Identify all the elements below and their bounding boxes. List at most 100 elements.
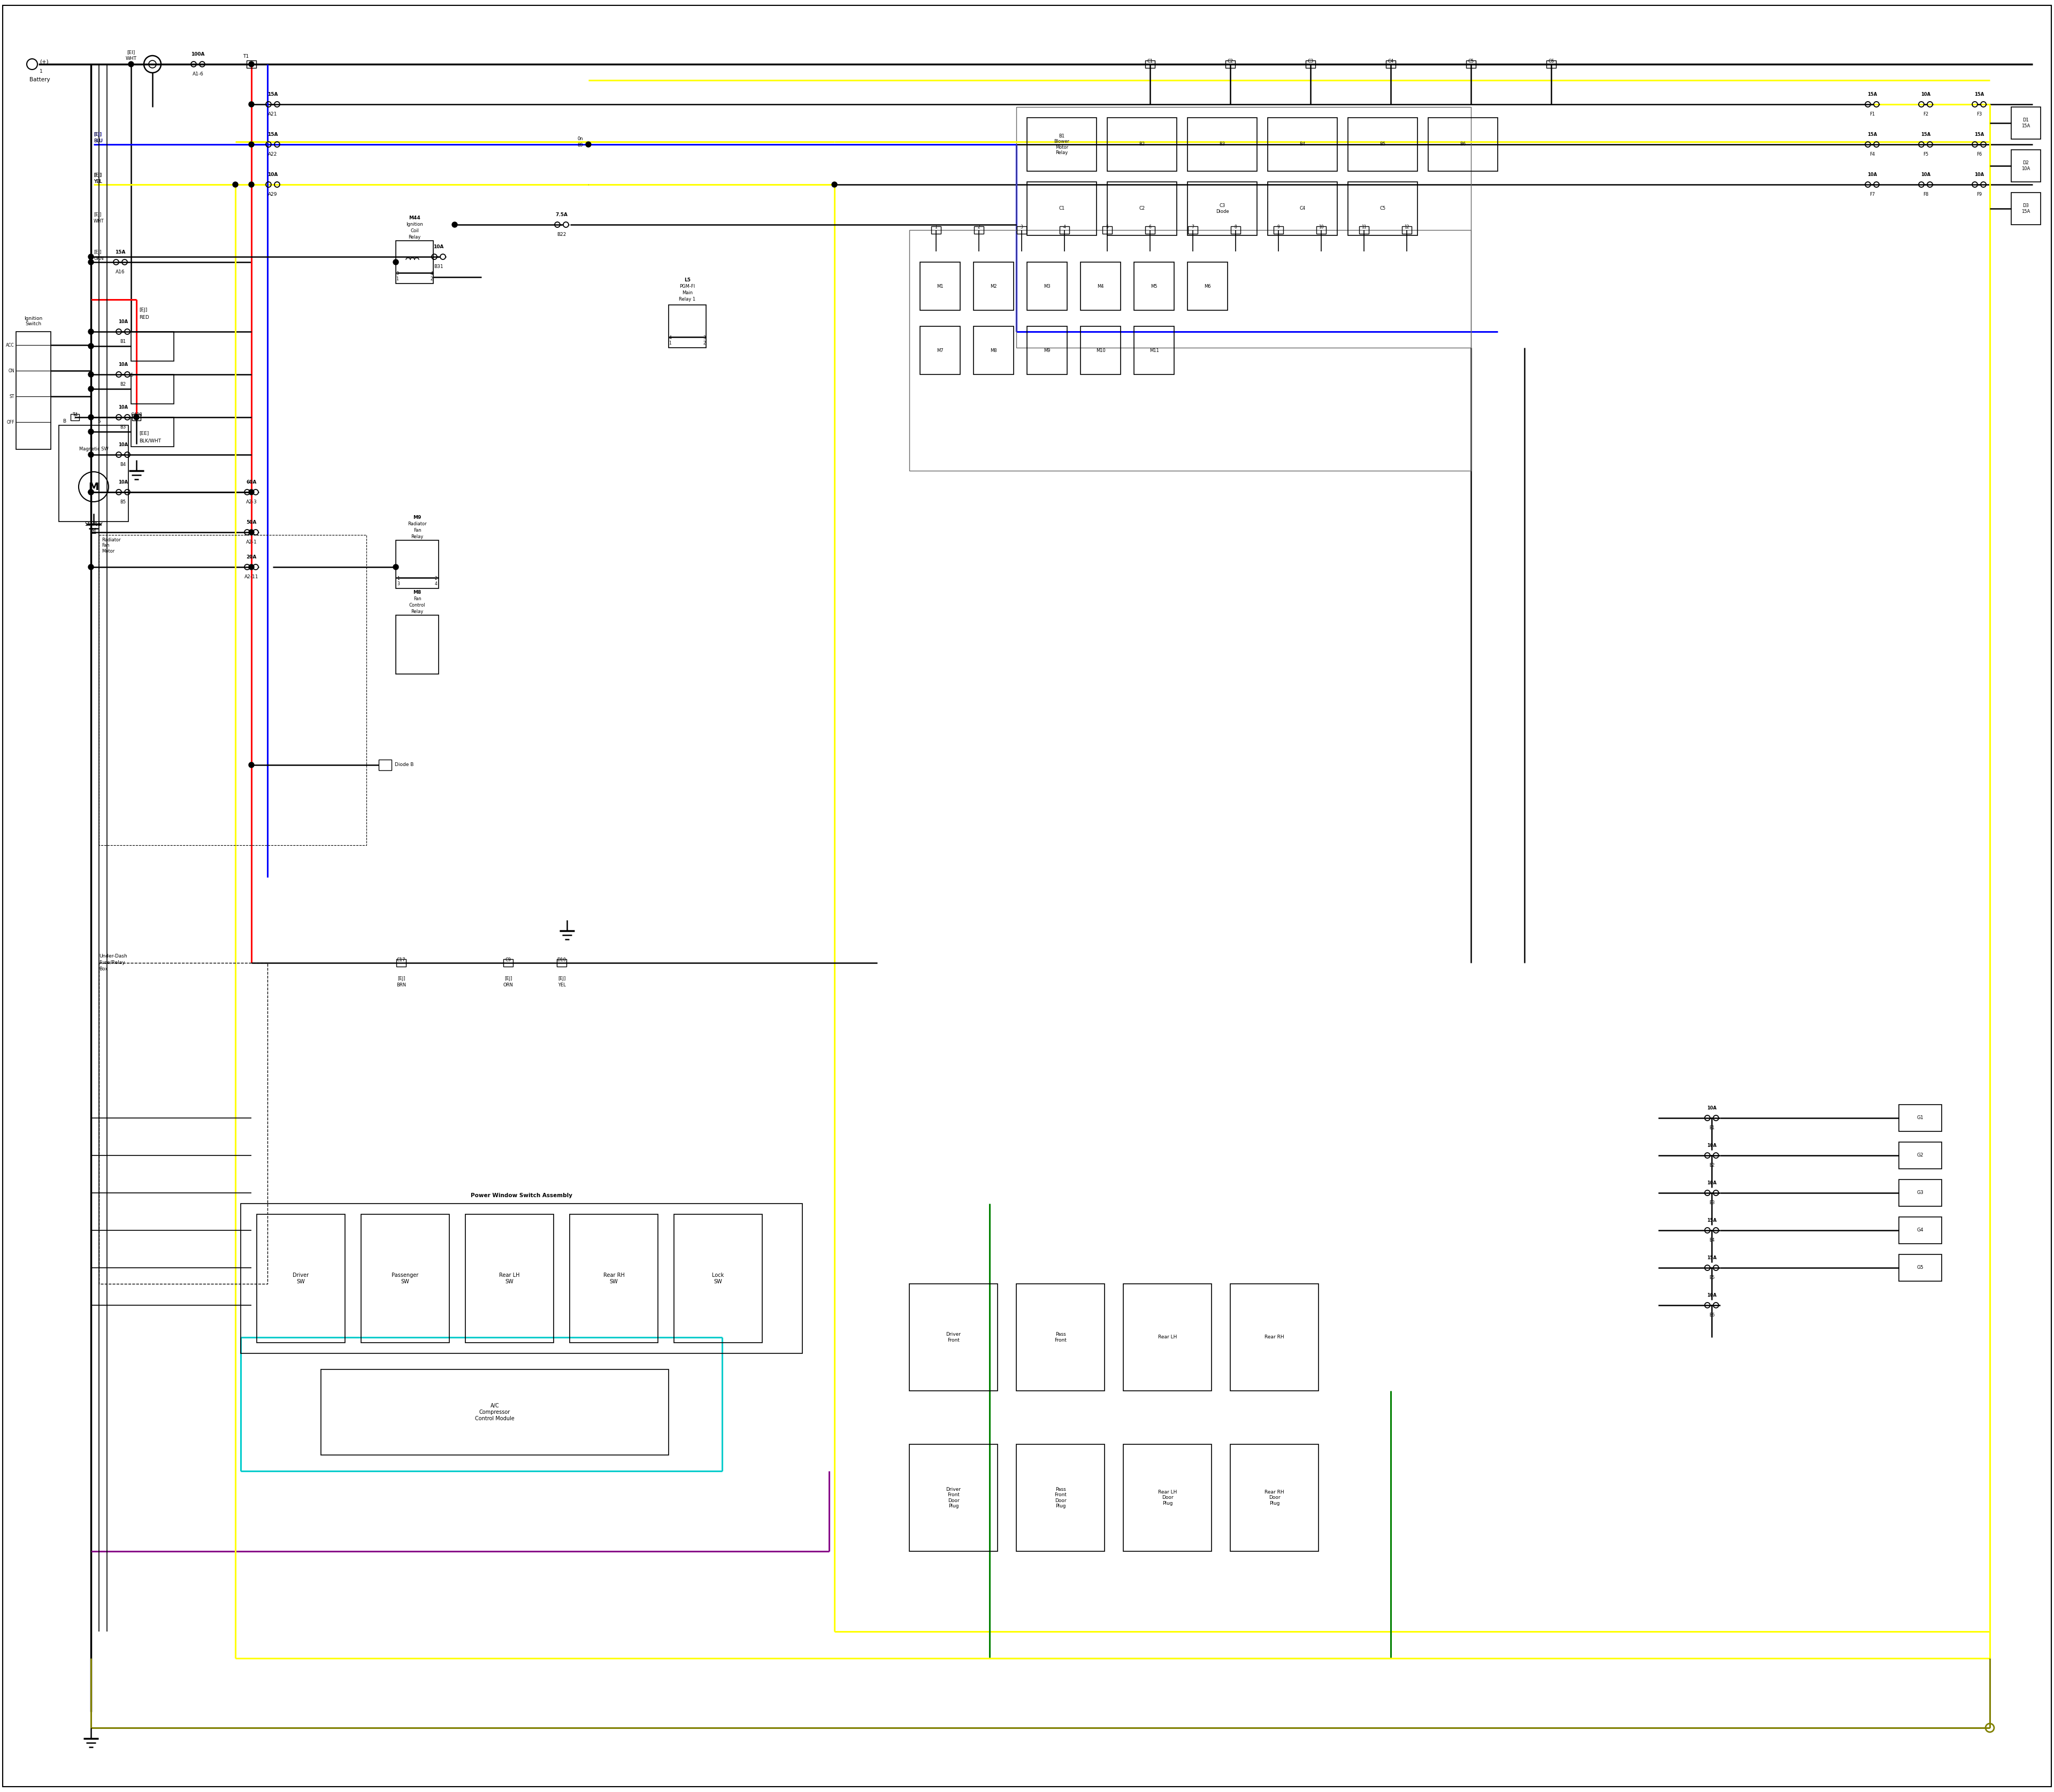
- Text: Rear RH
SW: Rear RH SW: [604, 1272, 624, 1285]
- Text: 1: 1: [396, 577, 401, 581]
- Text: M11: M11: [1150, 348, 1158, 353]
- Bar: [1017, 1444, 1105, 1552]
- Bar: [246, 61, 257, 68]
- Text: [EE]: [EE]: [140, 430, 148, 435]
- Text: Diode B: Diode B: [394, 763, 413, 767]
- Text: 10A: 10A: [1707, 1143, 1717, 1149]
- Text: [EJ]: [EJ]: [94, 251, 101, 254]
- Circle shape: [88, 387, 94, 392]
- Circle shape: [249, 489, 255, 495]
- Bar: [1027, 262, 1068, 310]
- Bar: [396, 539, 440, 588]
- Text: Lock
SW: Lock SW: [713, 1272, 725, 1285]
- Text: WHT: WHT: [125, 56, 138, 61]
- Text: E2: E2: [1709, 1163, 1715, 1168]
- Bar: [974, 262, 1013, 310]
- Text: G4: G4: [1916, 1228, 1925, 1233]
- Bar: [362, 1215, 450, 1342]
- Text: B6: B6: [1460, 142, 1467, 147]
- Text: B22: B22: [557, 233, 567, 237]
- Bar: [2011, 151, 2040, 181]
- Text: 10A: 10A: [1707, 1292, 1717, 1297]
- Text: Radiator: Radiator: [407, 521, 427, 527]
- Text: BRN: BRN: [396, 982, 407, 987]
- Text: 50A: 50A: [246, 520, 257, 525]
- Bar: [1898, 1179, 1941, 1206]
- Text: 5: 5: [1105, 224, 1109, 229]
- Text: 1: 1: [74, 414, 76, 419]
- Text: F2: F2: [1923, 111, 1929, 116]
- Bar: [1124, 1283, 1212, 1391]
- Text: BLU: BLU: [94, 138, 103, 143]
- Bar: [1230, 226, 1241, 233]
- Text: C3
Diode: C3 Diode: [1216, 204, 1228, 213]
- Text: 6: 6: [1148, 224, 1152, 229]
- Bar: [2011, 192, 2040, 224]
- Bar: [1017, 226, 1027, 233]
- Bar: [1898, 1104, 1941, 1131]
- Text: E4: E4: [1709, 1238, 1715, 1242]
- Text: M44: M44: [409, 215, 421, 220]
- Text: 2: 2: [435, 577, 438, 581]
- Text: 1: 1: [396, 276, 398, 281]
- Bar: [16, 332, 51, 450]
- Text: 12: 12: [1405, 224, 1409, 229]
- Text: 10A: 10A: [119, 362, 127, 367]
- Text: M: M: [90, 529, 97, 534]
- Bar: [1080, 326, 1121, 375]
- Text: GRN: GRN: [94, 256, 103, 262]
- Text: M1: M1: [937, 283, 943, 289]
- Text: G3: G3: [1916, 1190, 1925, 1195]
- Text: S: S: [97, 419, 101, 423]
- Bar: [99, 536, 366, 846]
- Bar: [1317, 226, 1327, 233]
- Bar: [974, 326, 1013, 375]
- Circle shape: [249, 564, 255, 570]
- Text: 3: 3: [702, 335, 707, 340]
- Bar: [1027, 118, 1097, 172]
- Bar: [1187, 181, 1257, 235]
- Text: Box: Box: [99, 966, 109, 971]
- Text: F8: F8: [1923, 192, 1929, 197]
- Text: M7: M7: [937, 348, 943, 353]
- Bar: [930, 226, 941, 233]
- Text: T4: T4: [72, 412, 78, 418]
- Text: E1: E1: [1709, 1125, 1715, 1131]
- Text: ST: ST: [10, 394, 14, 400]
- Circle shape: [392, 564, 398, 570]
- Text: Rear LH
Door
Plug: Rear LH Door Plug: [1158, 1489, 1177, 1505]
- Bar: [1467, 61, 1475, 68]
- Bar: [320, 1369, 670, 1455]
- Text: 10A: 10A: [1867, 172, 1877, 177]
- Text: C4: C4: [1300, 206, 1306, 211]
- Bar: [1273, 226, 1284, 233]
- Text: A16: A16: [115, 269, 125, 274]
- Text: B: B: [62, 419, 66, 423]
- Text: C408: C408: [131, 412, 142, 418]
- Circle shape: [585, 142, 592, 147]
- Text: B2: B2: [119, 382, 125, 387]
- Text: 3: 3: [396, 271, 398, 276]
- Bar: [396, 615, 440, 674]
- Text: A1-6: A1-6: [193, 72, 203, 77]
- Text: C9: C9: [505, 957, 511, 962]
- Bar: [131, 332, 175, 360]
- Text: BLK/WHT: BLK/WHT: [140, 439, 160, 443]
- Text: B4: B4: [119, 462, 125, 468]
- Text: 7.5A: 7.5A: [555, 213, 567, 217]
- Text: M10: M10: [1095, 348, 1105, 353]
- Text: 10A: 10A: [1920, 91, 1931, 97]
- Text: 15A: 15A: [267, 91, 277, 97]
- Bar: [1027, 181, 1097, 235]
- Circle shape: [88, 564, 94, 570]
- Text: C1: C1: [1058, 206, 1064, 211]
- Bar: [670, 305, 707, 348]
- Circle shape: [127, 61, 134, 66]
- Text: A2-1: A2-1: [246, 539, 257, 545]
- Text: [EJ]: [EJ]: [559, 977, 565, 980]
- Text: [EI]: [EI]: [127, 50, 136, 56]
- Bar: [396, 240, 433, 283]
- Text: [EJ]: [EJ]: [396, 977, 405, 980]
- Bar: [557, 959, 567, 966]
- Text: 10A: 10A: [267, 172, 277, 177]
